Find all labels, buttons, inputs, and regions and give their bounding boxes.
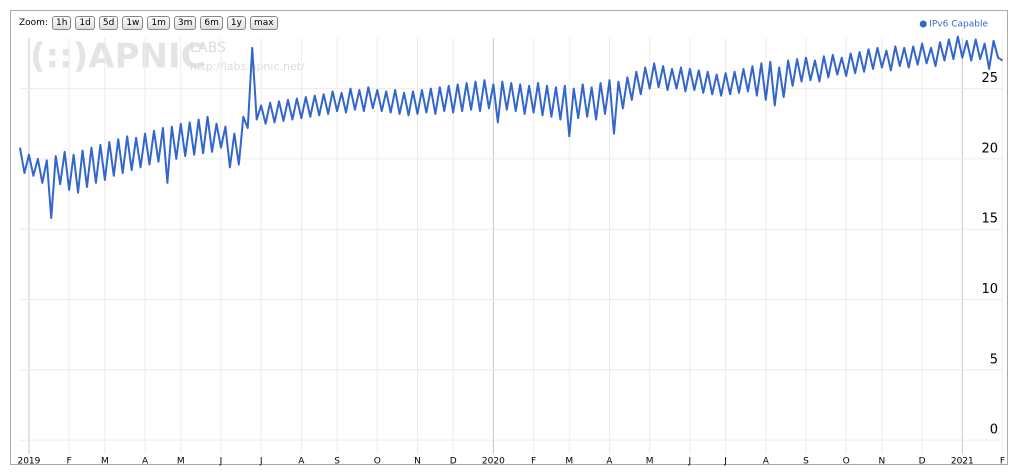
watermark-labs: LABS [190, 40, 226, 56]
zoom-button[interactable]: 1m [147, 16, 170, 30]
x-tick-label: F [67, 457, 72, 467]
x-tick-label: S [803, 457, 809, 467]
x-tick-label: M [177, 457, 185, 467]
zoom-button[interactable]: 5d [98, 16, 119, 30]
x-tick-label: D [919, 457, 926, 467]
x-tick-label: D [450, 457, 457, 467]
x-tick-label: J [723, 457, 727, 467]
y-tick-label: 20 [981, 141, 998, 156]
x-tick-label: O [374, 457, 381, 467]
x-tick-label: F [531, 457, 536, 467]
y-tick-label: 5 [990, 352, 998, 367]
watermark-url: http://labs.apnic.net/ [190, 60, 305, 73]
zoom-label: Zoom: [19, 18, 48, 28]
x-tick-label: J [688, 457, 692, 467]
zoom-button[interactable]: 1d [75, 16, 95, 30]
zoom-button[interactable]: 3m [173, 16, 197, 30]
legend-marker [919, 20, 927, 28]
x-tick-label: J [259, 457, 263, 467]
y-tick-label: 0 [990, 423, 998, 438]
zoom-toolbar: Zoom: 1h 1d 5d 1w 1m 3m 6m 1y max [19, 16, 278, 30]
x-tick-label: N [414, 457, 421, 467]
zoom-button[interactable]: 1h [51, 16, 72, 30]
legend-label: IPv6 Capable [929, 20, 988, 30]
x-tick-label: A [142, 457, 149, 467]
x-tick-label: 2019 [17, 457, 40, 467]
zoom-button[interactable]: 1y [226, 16, 246, 30]
chart-frame [10, 10, 1008, 465]
x-tick-label: F [1000, 457, 1005, 467]
x-tick-label: M [565, 457, 573, 467]
x-tick-label: M [101, 457, 109, 467]
x-tick-label: 2021 [951, 457, 974, 467]
y-tick-label: 25 [981, 71, 998, 86]
zoom-button[interactable]: 6m [200, 16, 223, 30]
series-line [19, 35, 1004, 219]
x-tick-label: N [879, 457, 886, 467]
x-tick-label: J [219, 457, 223, 467]
y-tick-label: 10 [981, 282, 998, 297]
x-tick-label: M [646, 457, 654, 467]
watermark-logo: (::)APNIC [30, 37, 206, 77]
zoom-button[interactable]: max [249, 16, 278, 30]
x-tick-label: A [606, 457, 613, 467]
x-tick-label: A [298, 457, 305, 467]
x-tick-label: S [334, 457, 340, 467]
y-tick-label: 15 [981, 212, 998, 227]
x-tick-label: A [763, 457, 770, 467]
zoom-button[interactable]: 1w [122, 16, 144, 30]
x-tick-label: 2020 [482, 457, 505, 467]
x-tick-label: O [843, 457, 850, 467]
